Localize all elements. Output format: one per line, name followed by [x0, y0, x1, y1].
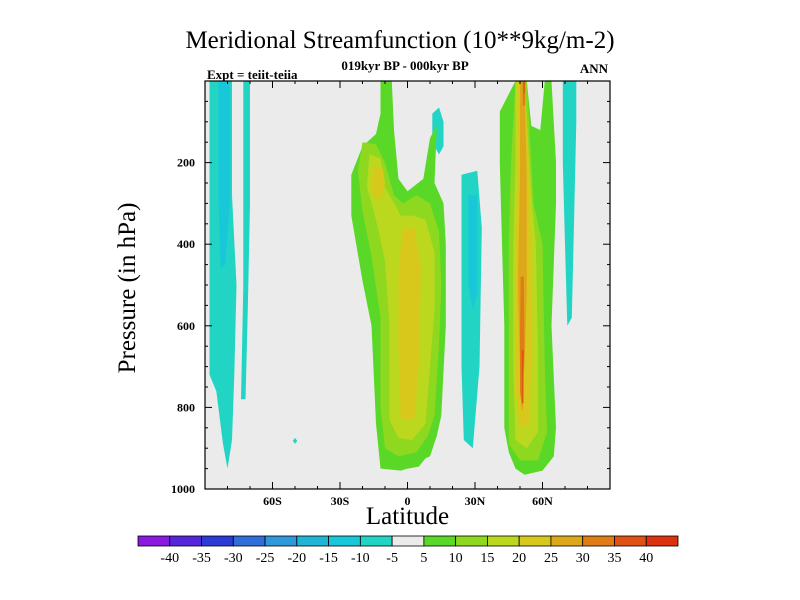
y-tick-label-400: 400 — [177, 237, 195, 251]
y-tick-label-600: 600 — [177, 319, 195, 333]
contour-region-4 — [292, 438, 298, 444]
colorbar-label-25: 25 — [544, 551, 558, 566]
contour-region-13 — [371, 166, 385, 200]
colorbar-label-40: 40 — [639, 551, 653, 566]
colorbar-swatch-4 — [232, 535, 266, 547]
colorbar-label--10: -10 — [351, 551, 370, 566]
colorbar-label--15: -15 — [319, 551, 338, 566]
colorbar-label--5: -5 — [386, 551, 398, 566]
x-tick-label-30S: 30S — [331, 494, 350, 508]
colorbar-swatch-7 — [328, 535, 361, 547]
colorbar-label-20: 20 — [512, 551, 526, 566]
colorbar-label-5: 5 — [420, 551, 427, 566]
plot-area — [205, 81, 610, 489]
colorbar-swatch-10 — [423, 535, 457, 547]
colorbar-swatch-11 — [455, 535, 488, 547]
colorbar-label--25: -25 — [256, 551, 275, 566]
contour-region-14 — [398, 227, 421, 420]
experiment-label: Expt = teiit-teiia — [207, 67, 298, 82]
colorbar-label-10: 10 — [449, 551, 463, 566]
y-tick-label-800: 800 — [177, 400, 195, 414]
colorbar-swatch-8 — [359, 535, 393, 547]
colorbar-swatch-9 — [391, 535, 425, 547]
season-label: ANN — [579, 61, 608, 76]
colorbar-swatch-6 — [296, 535, 329, 547]
colorbar-swatch-13 — [518, 535, 552, 547]
contour-region-8 — [468, 195, 478, 310]
y-tick-label-200: 200 — [177, 156, 195, 170]
x-tick-label-0: 0 — [405, 494, 411, 508]
x-tick-label-60N: 60N — [532, 494, 553, 508]
colorbar: -40 -35 -30 -25 -20 -15 -10 -5 5 10 15 20 25 30 35 40 — [137, 535, 679, 566]
contour-region-2 — [218, 81, 230, 269]
colorbar-swatch-14 — [550, 535, 584, 547]
colorbar-label--35: -35 — [192, 551, 211, 566]
colorbar-swatch-17 — [645, 535, 679, 547]
chart-subtitle: 019kyr BP - 000kyr BP — [341, 58, 469, 73]
contour-region-9 — [562, 81, 577, 326]
colorbar-label--30: -30 — [224, 551, 243, 566]
axes: 60S 30S 0 30N 60N 200 400 600 800 1000 — [171, 80, 611, 508]
colorbar-label-30: 30 — [576, 551, 590, 566]
colorbar-swatch-16 — [614, 535, 647, 547]
colorbar-label--20: -20 — [287, 551, 306, 566]
colorbar-label-15: 15 — [480, 551, 494, 566]
contour-region-21 — [521, 350, 524, 404]
colorbar-swatch-1 — [137, 535, 171, 547]
y-tick-label-1000: 1000 — [171, 482, 195, 496]
colorbar-label-35: 35 — [607, 551, 621, 566]
contour-region-19 — [517, 81, 527, 367]
colorbar-swatch-3 — [201, 535, 234, 547]
colorbar-label--40: -40 — [160, 551, 179, 566]
colorbar-swatch-2 — [169, 535, 202, 547]
colorbar-swatch-12 — [487, 535, 520, 547]
x-tick-label-60S: 60S — [263, 494, 282, 508]
contour-region-23 — [523, 81, 525, 94]
x-axis-label: Latitude — [365, 503, 450, 530]
colorbar-swatch-5 — [264, 535, 298, 547]
chart-title: Meridional Streamfunction (10**9kg/m-2) — [185, 27, 615, 54]
colorbar-swatch-15 — [582, 535, 615, 547]
contour-region-3 — [241, 81, 250, 400]
x-tick-label-30N: 30N — [465, 494, 486, 508]
